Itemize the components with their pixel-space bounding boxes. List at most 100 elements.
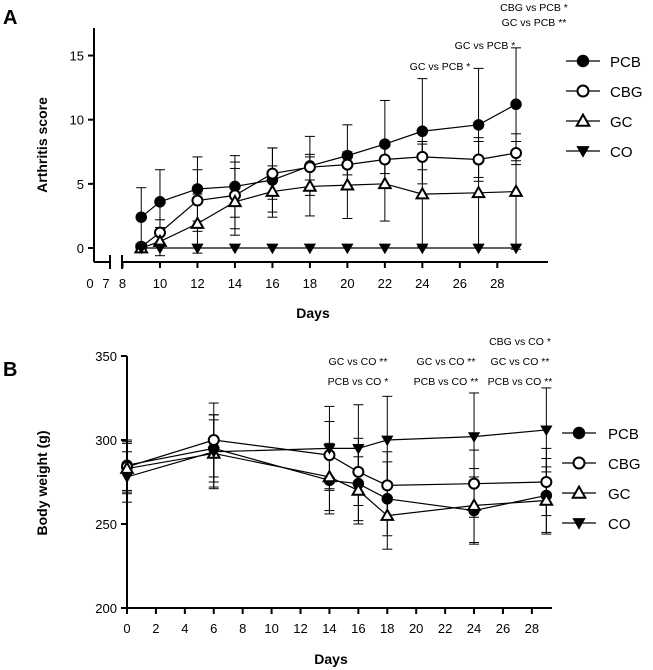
- data-point-cbg: [341, 158, 354, 171]
- data-point-co: [381, 435, 394, 447]
- legend-b: PCB CBG GC CO: [562, 426, 641, 533]
- significance-annotation: PCB vs CO **: [488, 376, 553, 388]
- legend-label: CBG: [608, 456, 641, 473]
- data-point-co: [416, 243, 429, 255]
- data-point-cbg: [378, 153, 391, 166]
- data-point-cbg: [303, 161, 316, 174]
- significance-annotation: GC vs CO **: [491, 356, 550, 368]
- significance-annotation: GC vs PCB **: [502, 17, 567, 29]
- significance-annotation: GC vs CO **: [417, 356, 476, 368]
- legend-a: PCB CBG GC CO: [566, 54, 643, 161]
- data-point-cbg: [540, 476, 553, 488]
- y-tick-label-b: 250: [95, 517, 117, 532]
- y-tick-label-a: 0: [77, 241, 84, 256]
- y-axis-title-a: Arthritis score: [34, 97, 50, 193]
- x-tick-label-b: 18: [380, 621, 394, 636]
- y-tick-label-b: 200: [95, 601, 117, 616]
- data-point-co: [323, 443, 336, 455]
- legend-label: GC: [608, 486, 631, 503]
- y-tick-label-b: 300: [95, 433, 117, 448]
- x-tick-label-b: 8: [239, 621, 246, 636]
- x-tick-label-b: 28: [525, 621, 539, 636]
- x-tick-label-a: 7: [102, 276, 109, 291]
- x-tick-label-a: 16: [265, 276, 279, 291]
- data-point-cbg: [468, 477, 481, 490]
- data-point-gc: [379, 507, 395, 521]
- data-point-gc: [302, 178, 318, 192]
- legend-label: CBG: [610, 84, 643, 101]
- data-point-cbg: [191, 194, 204, 207]
- x-tick-label-a: 14: [228, 276, 242, 291]
- series-line-cbg: [126, 439, 547, 486]
- significance-annotation: CBG vs CO *: [489, 336, 551, 348]
- data-point-co: [303, 243, 317, 255]
- y-axis-title-b: Body weight (g): [34, 431, 50, 536]
- x-tick-label-a: 28: [490, 276, 504, 291]
- data-point-cbg: [352, 465, 365, 478]
- data-point-co: [191, 243, 204, 255]
- data-point-cbg: [207, 434, 220, 446]
- x-tick-label-a: 26: [453, 276, 467, 291]
- data-point-cbg: [472, 153, 485, 166]
- data-point-co: [135, 243, 148, 255]
- data-point-co: [266, 243, 279, 255]
- x-tick-label-a: 0: [86, 276, 93, 291]
- data-point-gc: [538, 492, 554, 506]
- significance-annotation: GC vs CO **: [329, 356, 388, 368]
- significance-annotation: PCB vs CO **: [414, 376, 479, 388]
- data-point-co: [509, 243, 523, 255]
- legend-label: PCB: [610, 54, 641, 71]
- data-point-co: [472, 243, 485, 255]
- data-point-co: [153, 243, 167, 255]
- x-tick-label-b: 10: [264, 621, 278, 636]
- x-tick-label-b: 14: [322, 621, 336, 636]
- legend-label: CO: [610, 144, 633, 161]
- data-point-co: [540, 425, 553, 437]
- data-point-gc: [414, 186, 430, 200]
- data-point-pcb: [381, 493, 394, 505]
- x-tick-label-b: 6: [210, 621, 217, 636]
- data-point-gc: [471, 185, 487, 199]
- data-point-gc: [227, 194, 243, 208]
- data-point-pcb: [379, 138, 391, 150]
- data-point-gc: [466, 497, 482, 511]
- data-point-gc: [264, 183, 280, 197]
- y-tick-label-a: 10: [70, 113, 84, 128]
- data-point-gc: [321, 469, 337, 483]
- x-tick-label-b: 26: [496, 621, 510, 636]
- data-point-co: [207, 447, 220, 459]
- data-point-gc: [377, 176, 393, 190]
- significance-annotation: CBG vs PCB *: [500, 2, 568, 14]
- y-tick-label-a: 15: [70, 49, 84, 64]
- x-tick-label-a: 8: [119, 276, 126, 291]
- x-tick-label-a: 24: [415, 276, 429, 291]
- data-point-co: [120, 472, 134, 484]
- x-tick-label-b: 16: [351, 621, 365, 636]
- x-axis-title-b: Days: [314, 651, 348, 667]
- x-tick-label-a: 12: [190, 276, 204, 291]
- legend-label: PCB: [608, 426, 639, 443]
- data-point-pcb: [154, 196, 166, 208]
- significance-annotation: GC vs PCB *: [410, 61, 471, 73]
- legend-marker-co: [572, 518, 586, 530]
- data-point-cbg: [416, 150, 429, 163]
- significance-annotation: PCB vs CO *: [328, 376, 389, 388]
- data-point-gc: [339, 177, 355, 191]
- x-tick-label-a: 18: [303, 276, 317, 291]
- x-tick-label-a: 20: [340, 276, 354, 291]
- data-point-pcb: [472, 119, 485, 131]
- x-tick-label-b: 12: [293, 621, 307, 636]
- data-point-pcb: [416, 125, 429, 137]
- legend-marker-cbg: [576, 84, 590, 98]
- panel-letter-b: B: [3, 359, 17, 381]
- x-tick-label-a: 22: [378, 276, 392, 291]
- data-point-cbg: [510, 147, 523, 160]
- legend-label: GC: [610, 114, 633, 131]
- data-point-pcb: [135, 211, 147, 223]
- legend-marker-gc: [570, 484, 588, 499]
- data-point-cbg: [381, 479, 394, 492]
- data-point-co: [352, 443, 365, 455]
- legend-marker-cbg: [572, 456, 586, 470]
